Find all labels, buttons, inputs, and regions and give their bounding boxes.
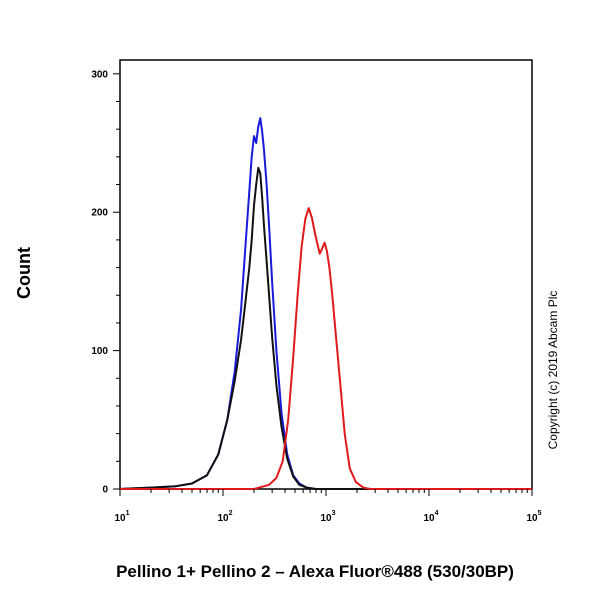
plot-frame <box>119 59 533 490</box>
series-layer <box>119 117 532 490</box>
histogram-series-2 <box>119 166 532 490</box>
x-tick-label: 102 <box>217 510 232 524</box>
histogram-series-3 <box>120 207 532 490</box>
y-axis-label: Count <box>14 247 34 299</box>
x-tick-label: 103 <box>320 510 335 524</box>
histogram-series-1 <box>119 117 532 490</box>
ticks-layer: 0 100 200 300 101 102 103 104 105 <box>91 69 541 524</box>
x-tick-label: 101 <box>114 510 129 524</box>
x-tick-label: 105 <box>526 510 541 524</box>
y-tick-label: 100 <box>91 346 108 357</box>
x-axis-label: Pellino 1+ Pellino 2 – Alexa Fluor®488 (… <box>116 562 514 581</box>
copyright-annotation: Copyright (c) 2019 Abcam Plc <box>546 291 560 450</box>
plot-area <box>119 59 533 490</box>
y-tick-label: 0 <box>102 485 108 496</box>
y-tick-label: 300 <box>91 69 108 80</box>
axes-layer <box>113 73 533 496</box>
x-tick-label: 104 <box>423 510 438 524</box>
y-tick-label: 200 <box>91 208 108 219</box>
